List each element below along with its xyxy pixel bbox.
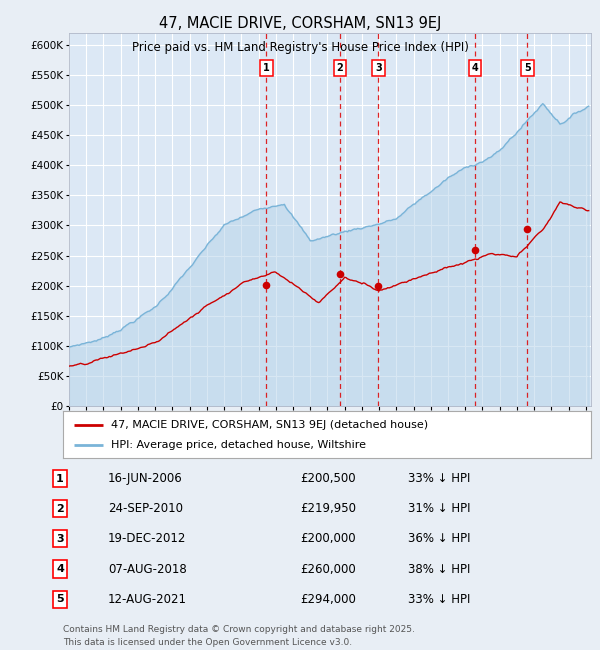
Text: 47, MACIE DRIVE, CORSHAM, SN13 9EJ: 47, MACIE DRIVE, CORSHAM, SN13 9EJ	[159, 16, 441, 31]
Text: 4: 4	[472, 63, 479, 73]
Text: 07-AUG-2018: 07-AUG-2018	[108, 562, 187, 575]
Text: 4: 4	[56, 564, 64, 574]
Text: 2: 2	[56, 504, 64, 514]
Text: 33% ↓ HPI: 33% ↓ HPI	[408, 593, 470, 606]
Text: 19-DEC-2012: 19-DEC-2012	[108, 532, 187, 545]
Text: 5: 5	[524, 63, 531, 73]
Text: HPI: Average price, detached house, Wiltshire: HPI: Average price, detached house, Wilt…	[110, 440, 365, 450]
Text: 1: 1	[263, 63, 270, 73]
Text: 1: 1	[56, 474, 64, 484]
Text: 31% ↓ HPI: 31% ↓ HPI	[408, 502, 470, 515]
Text: £200,000: £200,000	[300, 532, 356, 545]
Text: 2: 2	[337, 63, 343, 73]
Text: 16-JUN-2006: 16-JUN-2006	[108, 472, 183, 485]
Text: Price paid vs. HM Land Registry's House Price Index (HPI): Price paid vs. HM Land Registry's House …	[131, 41, 469, 54]
Text: 24-SEP-2010: 24-SEP-2010	[108, 502, 183, 515]
Text: £200,500: £200,500	[300, 472, 356, 485]
Text: 3: 3	[56, 534, 64, 544]
Text: £260,000: £260,000	[300, 562, 356, 575]
Text: 12-AUG-2021: 12-AUG-2021	[108, 593, 187, 606]
Text: 33% ↓ HPI: 33% ↓ HPI	[408, 472, 470, 485]
Text: £294,000: £294,000	[300, 593, 356, 606]
Text: 3: 3	[375, 63, 382, 73]
Text: Contains HM Land Registry data © Crown copyright and database right 2025.
This d: Contains HM Land Registry data © Crown c…	[63, 625, 415, 647]
Text: £219,950: £219,950	[300, 502, 356, 515]
Text: 5: 5	[56, 594, 64, 604]
Text: 36% ↓ HPI: 36% ↓ HPI	[408, 532, 470, 545]
Text: 47, MACIE DRIVE, CORSHAM, SN13 9EJ (detached house): 47, MACIE DRIVE, CORSHAM, SN13 9EJ (deta…	[110, 419, 428, 430]
Text: 38% ↓ HPI: 38% ↓ HPI	[408, 562, 470, 575]
